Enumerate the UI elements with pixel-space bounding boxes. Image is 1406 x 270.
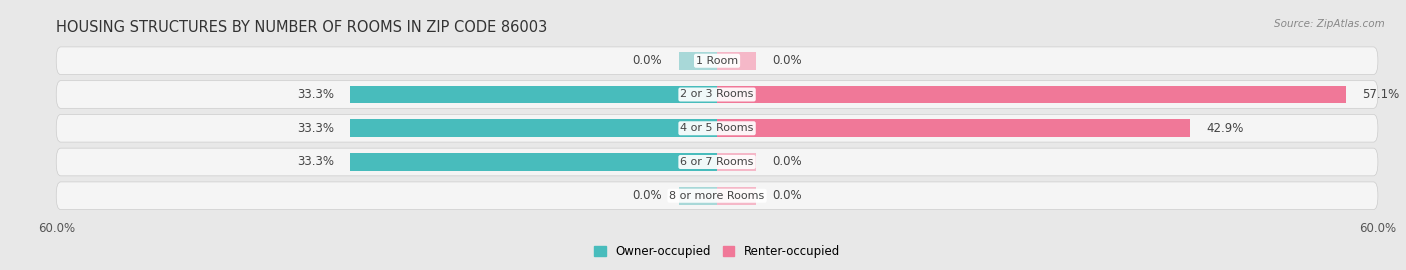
Text: Source: ZipAtlas.com: Source: ZipAtlas.com	[1274, 19, 1385, 29]
FancyBboxPatch shape	[56, 47, 1378, 75]
Text: 6 or 7 Rooms: 6 or 7 Rooms	[681, 157, 754, 167]
Text: 0.0%: 0.0%	[772, 156, 801, 168]
Text: 0.0%: 0.0%	[633, 189, 662, 202]
Text: 57.1%: 57.1%	[1362, 88, 1400, 101]
Bar	[717, 153, 755, 171]
Text: 4 or 5 Rooms: 4 or 5 Rooms	[681, 123, 754, 133]
FancyBboxPatch shape	[56, 148, 1378, 176]
Text: 42.9%: 42.9%	[1206, 122, 1243, 135]
Text: 0.0%: 0.0%	[772, 189, 801, 202]
Text: 1 Room: 1 Room	[696, 56, 738, 66]
Legend: Owner-occupied, Renter-occupied: Owner-occupied, Renter-occupied	[589, 240, 845, 263]
Bar	[679, 187, 717, 204]
Text: 33.3%: 33.3%	[297, 88, 333, 101]
Text: HOUSING STRUCTURES BY NUMBER OF ROOMS IN ZIP CODE 86003: HOUSING STRUCTURES BY NUMBER OF ROOMS IN…	[56, 20, 547, 35]
Text: 8 or more Rooms: 8 or more Rooms	[669, 191, 765, 201]
Text: 0.0%: 0.0%	[772, 54, 801, 67]
Bar	[350, 153, 717, 171]
Text: 33.3%: 33.3%	[297, 122, 333, 135]
Text: 2 or 3 Rooms: 2 or 3 Rooms	[681, 89, 754, 100]
Bar	[717, 52, 755, 69]
Bar	[350, 119, 717, 137]
Bar	[350, 86, 717, 103]
Bar	[717, 187, 755, 204]
Bar	[679, 52, 717, 69]
FancyBboxPatch shape	[56, 81, 1378, 108]
Bar	[717, 119, 1189, 137]
FancyBboxPatch shape	[56, 182, 1378, 210]
Text: 0.0%: 0.0%	[633, 54, 662, 67]
Text: 33.3%: 33.3%	[297, 156, 333, 168]
Bar	[717, 86, 1346, 103]
FancyBboxPatch shape	[56, 114, 1378, 142]
